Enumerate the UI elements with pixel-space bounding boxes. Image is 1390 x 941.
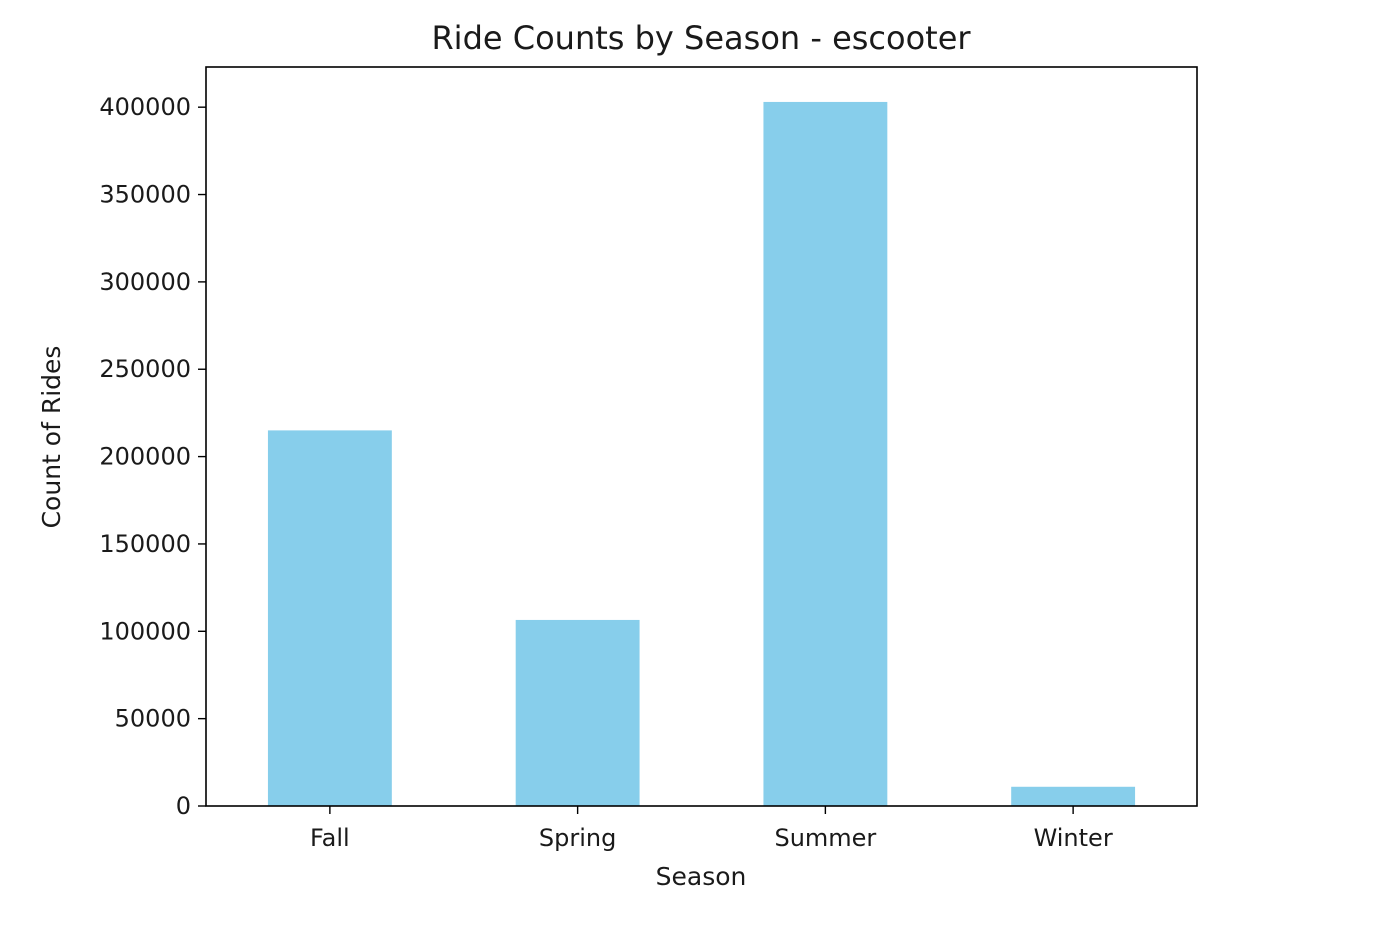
plot-frame bbox=[205, 66, 1198, 807]
y-tick-label: 400000 bbox=[99, 93, 191, 121]
bar-fall bbox=[267, 430, 392, 806]
x-axis-label: Season bbox=[656, 862, 747, 891]
x-tick-label: Summer bbox=[774, 824, 876, 852]
x-tick-label: Spring bbox=[539, 824, 616, 852]
y-tick-label: 350000 bbox=[99, 181, 191, 209]
y-tick-label: 250000 bbox=[99, 355, 191, 383]
y-tick-label: 300000 bbox=[99, 268, 191, 296]
y-axis: 0 50000 100000 150000 200000 250000 300000 3500… bbox=[99, 93, 206, 820]
chart-title: Ride Counts by Season - escooter bbox=[431, 19, 971, 57]
bars-layer bbox=[267, 101, 1136, 806]
y-axis-label: Count of Rides bbox=[37, 346, 66, 529]
y-tick-label: 150000 bbox=[99, 530, 191, 558]
bar-winter bbox=[1011, 786, 1136, 806]
y-tick-label: 200000 bbox=[99, 443, 191, 471]
bar-spring bbox=[515, 619, 640, 806]
y-tick-label: 50000 bbox=[115, 705, 191, 733]
y-tick-label: 0 bbox=[176, 792, 191, 820]
y-tick-label: 100000 bbox=[99, 617, 191, 645]
x-axis: Fall Spring Summer Winter bbox=[310, 806, 1113, 852]
x-tick-label: Fall bbox=[310, 824, 350, 852]
bar-summer bbox=[763, 101, 888, 806]
x-tick-label: Winter bbox=[1034, 824, 1113, 852]
